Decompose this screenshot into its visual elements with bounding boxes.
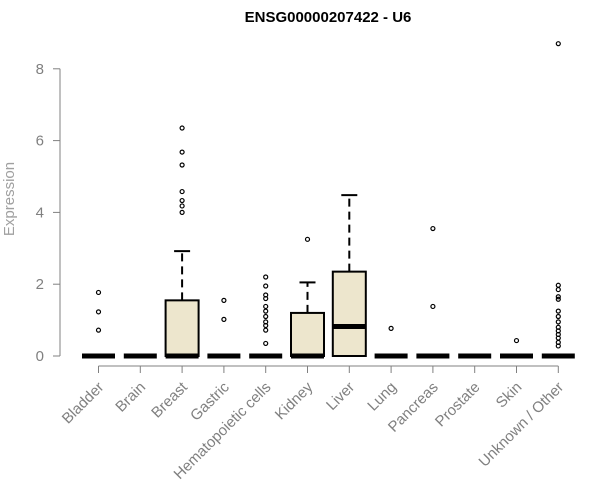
outlier-point xyxy=(95,309,102,315)
iqr-box xyxy=(331,270,367,358)
x-tick-label: Lung xyxy=(364,379,400,415)
x-tick-label: Prostate xyxy=(432,379,484,431)
box-group xyxy=(374,325,408,359)
outlier-point xyxy=(388,325,394,331)
x-tick-label: Skin xyxy=(493,379,526,412)
outlier-point xyxy=(179,203,185,209)
outlier-point xyxy=(179,197,185,204)
outlier-point xyxy=(179,162,185,168)
outlier-point xyxy=(304,236,311,242)
box-group xyxy=(164,125,200,359)
x-tick-label: Brain xyxy=(112,379,149,416)
outlier-point xyxy=(221,297,227,303)
iqr-box xyxy=(164,299,200,358)
outlier-point xyxy=(555,343,561,349)
box-group xyxy=(207,297,241,359)
y-tick-label: 0 xyxy=(36,348,44,365)
outlier-point xyxy=(263,274,269,280)
x-tick-label: Breast xyxy=(148,378,191,421)
x-tick-label: Liver xyxy=(323,379,358,414)
outlier-point xyxy=(513,337,520,344)
y-tick-label: 2 xyxy=(36,276,44,293)
outlier-point xyxy=(179,149,185,155)
outlier-point xyxy=(430,225,436,232)
outlier-point xyxy=(430,303,436,310)
boxes-layer xyxy=(82,41,575,359)
y-axis: 0 2 4 6 8 xyxy=(36,61,61,365)
box-group xyxy=(541,41,575,359)
outlier-point xyxy=(263,295,269,302)
outlier-point xyxy=(555,319,561,325)
outlier-point xyxy=(555,41,561,47)
outlier-point xyxy=(263,322,269,329)
y-tick-label: 4 xyxy=(36,204,44,221)
y-tick-label: 8 xyxy=(36,61,44,78)
iqr-box xyxy=(290,311,325,358)
outlier-point xyxy=(263,308,269,314)
outlier-point xyxy=(95,327,102,333)
outlier-point xyxy=(555,308,561,314)
y-axis-label: Expression xyxy=(1,162,18,236)
outlier-point xyxy=(263,327,269,333)
outlier-point xyxy=(221,316,227,322)
outlier-point xyxy=(179,125,185,131)
outlier-point xyxy=(555,296,561,302)
box-group xyxy=(331,194,367,358)
box-group xyxy=(500,337,533,359)
outlier-point xyxy=(555,282,561,288)
outlier-point xyxy=(263,283,269,289)
outlier-point xyxy=(555,286,561,293)
outlier-point xyxy=(263,313,269,320)
outlier-point xyxy=(263,340,269,347)
outlier-point xyxy=(179,188,185,195)
chart-title: ENSG00000207422 - U6 xyxy=(245,9,412,26)
outlier-point xyxy=(95,289,102,296)
outlier-point xyxy=(555,313,561,320)
x-tick-label: Kidney xyxy=(272,378,317,423)
box-group xyxy=(290,236,325,359)
box-group xyxy=(82,289,115,359)
y-tick-label: 6 xyxy=(36,133,44,150)
box-group xyxy=(249,274,283,359)
outlier-point xyxy=(263,303,269,310)
x-tick-label: Bladder xyxy=(59,379,108,428)
box-group xyxy=(416,225,450,359)
outlier-point xyxy=(555,294,561,300)
outlier-point xyxy=(179,209,185,215)
